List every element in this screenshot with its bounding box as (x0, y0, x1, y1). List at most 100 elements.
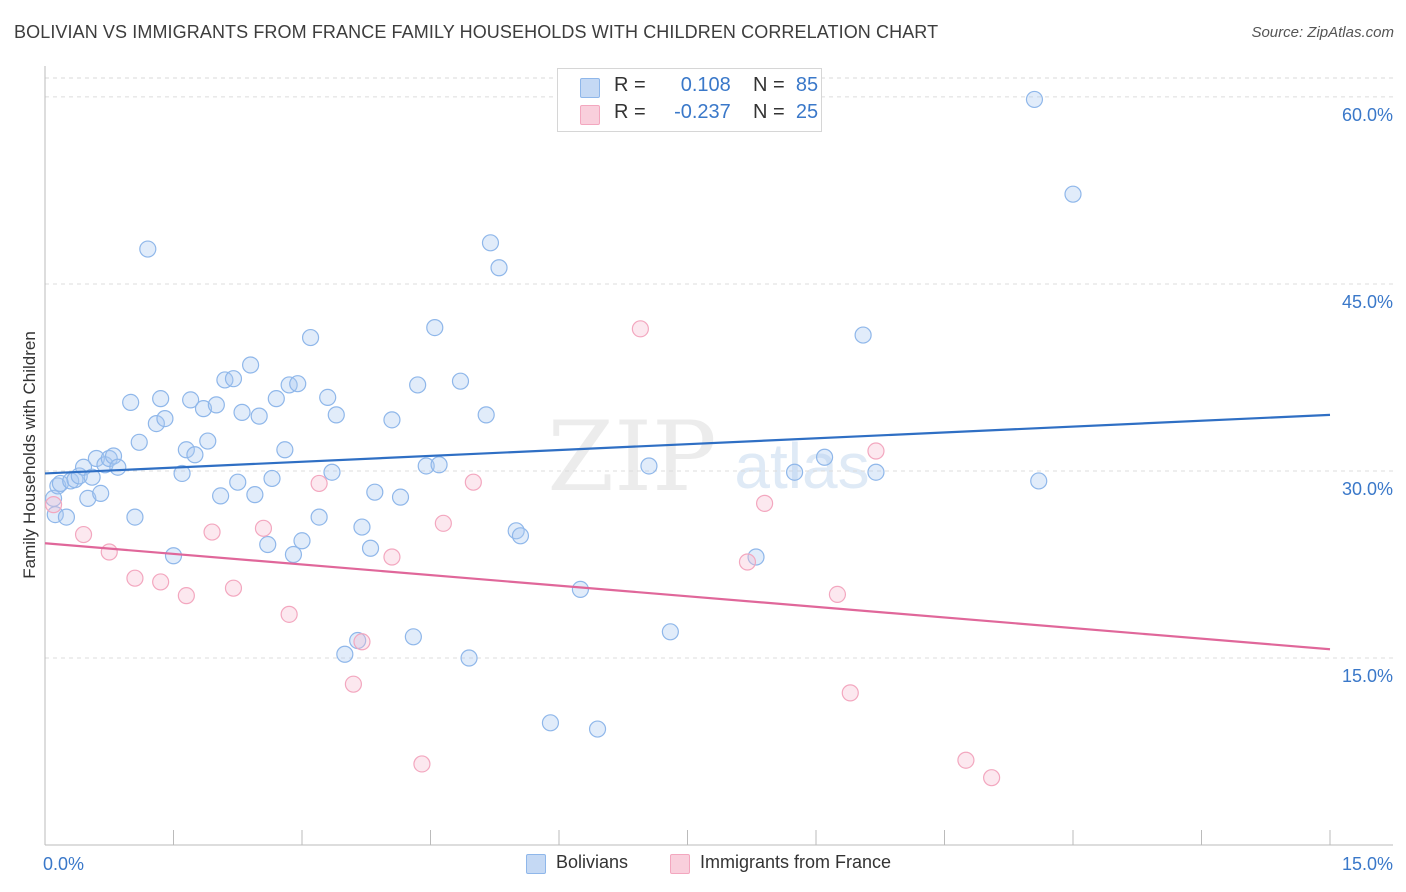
point-bolivians (186, 446, 204, 464)
point-bolivians (409, 376, 427, 394)
bottom-legend-label-france: Immigrants from France (700, 852, 892, 872)
point-france (738, 553, 757, 571)
bottom-legend-swatch-pink (670, 854, 690, 874)
legend-r-label-2: R = (614, 101, 646, 123)
point-france (152, 573, 170, 591)
point-bolivians (588, 720, 607, 738)
point-bolivians (246, 486, 264, 504)
point-france (126, 569, 144, 587)
point-france (841, 684, 859, 702)
point-bolivians (104, 447, 123, 465)
point-france (203, 523, 221, 541)
point-bolivians (156, 410, 174, 428)
point-bolivians (122, 393, 140, 411)
point-france (74, 525, 93, 544)
point-bolivians (361, 539, 380, 557)
point-bolivians (224, 370, 243, 388)
point-france (983, 769, 1001, 787)
point-bolivians (383, 411, 401, 429)
point-bolivians (661, 623, 679, 641)
point-france (631, 320, 649, 338)
source-label: Source: ZipAtlas.com (1251, 24, 1394, 41)
point-france (177, 587, 195, 605)
y-tick-label: 45.0% (1342, 292, 1393, 312)
legend-r-value-2: -0.237 (674, 101, 731, 123)
legend-r-label-1: R = (614, 74, 646, 96)
point-france (280, 605, 298, 623)
point-france (434, 514, 452, 532)
point-bolivians (366, 483, 384, 501)
point-bolivians (199, 432, 217, 450)
point-bolivians (1030, 472, 1048, 490)
legend-n-value-2: 25 (795, 101, 819, 123)
point-bolivians (147, 414, 165, 433)
y-tick-label: 15.0% (1342, 666, 1393, 686)
point-bolivians (229, 473, 247, 491)
point-bolivians (747, 548, 765, 566)
point-bolivians (417, 457, 435, 475)
point-bolivians (182, 391, 200, 409)
bottom-legend-label-bolivians: Bolivians (556, 852, 629, 872)
point-bolivians (92, 484, 110, 503)
legend-swatch-pink (580, 105, 600, 125)
x-tick-label-end: 15.0% (1342, 854, 1393, 874)
legend-swatch-blue (580, 78, 600, 98)
legend-n-label-1: N = (753, 74, 785, 96)
point-bolivians (640, 457, 658, 475)
point-bolivians (130, 433, 148, 451)
point-bolivians (815, 448, 834, 466)
point-bolivians (541, 714, 560, 732)
point-bolivians (259, 535, 277, 554)
point-bolivians (126, 508, 144, 526)
point-bolivians (451, 372, 470, 390)
point-bolivians (139, 240, 157, 258)
point-bolivians (242, 356, 260, 374)
point-bolivians (289, 375, 307, 393)
point-bolivians (1064, 185, 1082, 203)
correlation-legend: R = 0.108 N = 85 R = -0.237 N = 25 (557, 68, 822, 132)
point-bolivians (152, 390, 170, 408)
point-bolivians (263, 469, 281, 488)
point-bolivians (430, 456, 448, 474)
legend-n-label-2: N = (753, 101, 785, 123)
legend-n-value-1: 85 (795, 74, 819, 96)
point-bolivians (109, 458, 127, 476)
point-bolivians (323, 463, 341, 481)
point-france (100, 543, 118, 561)
point-bolivians (571, 580, 590, 599)
point-bolivians (173, 464, 191, 483)
x-tick-label-start: 0.0% (43, 854, 84, 874)
point-bolivians (490, 259, 508, 277)
trend-line-bolivians (44, 413, 1331, 475)
point-bolivians (212, 487, 230, 505)
point-bolivians (177, 441, 195, 459)
point-bolivians (1025, 90, 1044, 109)
point-bolivians (460, 649, 478, 667)
y-tick-label: 60.0% (1342, 105, 1393, 125)
point-bolivians (284, 545, 303, 564)
chart-title: BOLIVIAN VS IMMIGRANTS FROM FRANCE FAMIL… (14, 22, 939, 42)
point-bolivians (391, 488, 410, 506)
point-bolivians (404, 628, 422, 646)
bottom-legend-swatch-blue (526, 854, 546, 874)
trend-line-france (44, 542, 1331, 651)
point-bolivians (481, 234, 500, 252)
point-bolivians (49, 477, 67, 495)
point-france (755, 494, 774, 512)
point-bolivians (353, 518, 371, 536)
point-bolivians (867, 463, 885, 481)
point-bolivians (276, 441, 294, 459)
point-france (44, 496, 63, 514)
point-bolivians (250, 407, 268, 425)
point-france (254, 519, 273, 537)
point-bolivians (83, 468, 101, 486)
point-bolivians (233, 403, 251, 421)
point-bolivians (319, 388, 337, 407)
point-bolivians (426, 318, 444, 337)
point-bolivians (785, 463, 804, 481)
point-bolivians (336, 645, 354, 663)
point-bolivians (194, 400, 213, 418)
point-france (867, 442, 885, 460)
y-tick-label: 30.0% (1342, 479, 1393, 499)
